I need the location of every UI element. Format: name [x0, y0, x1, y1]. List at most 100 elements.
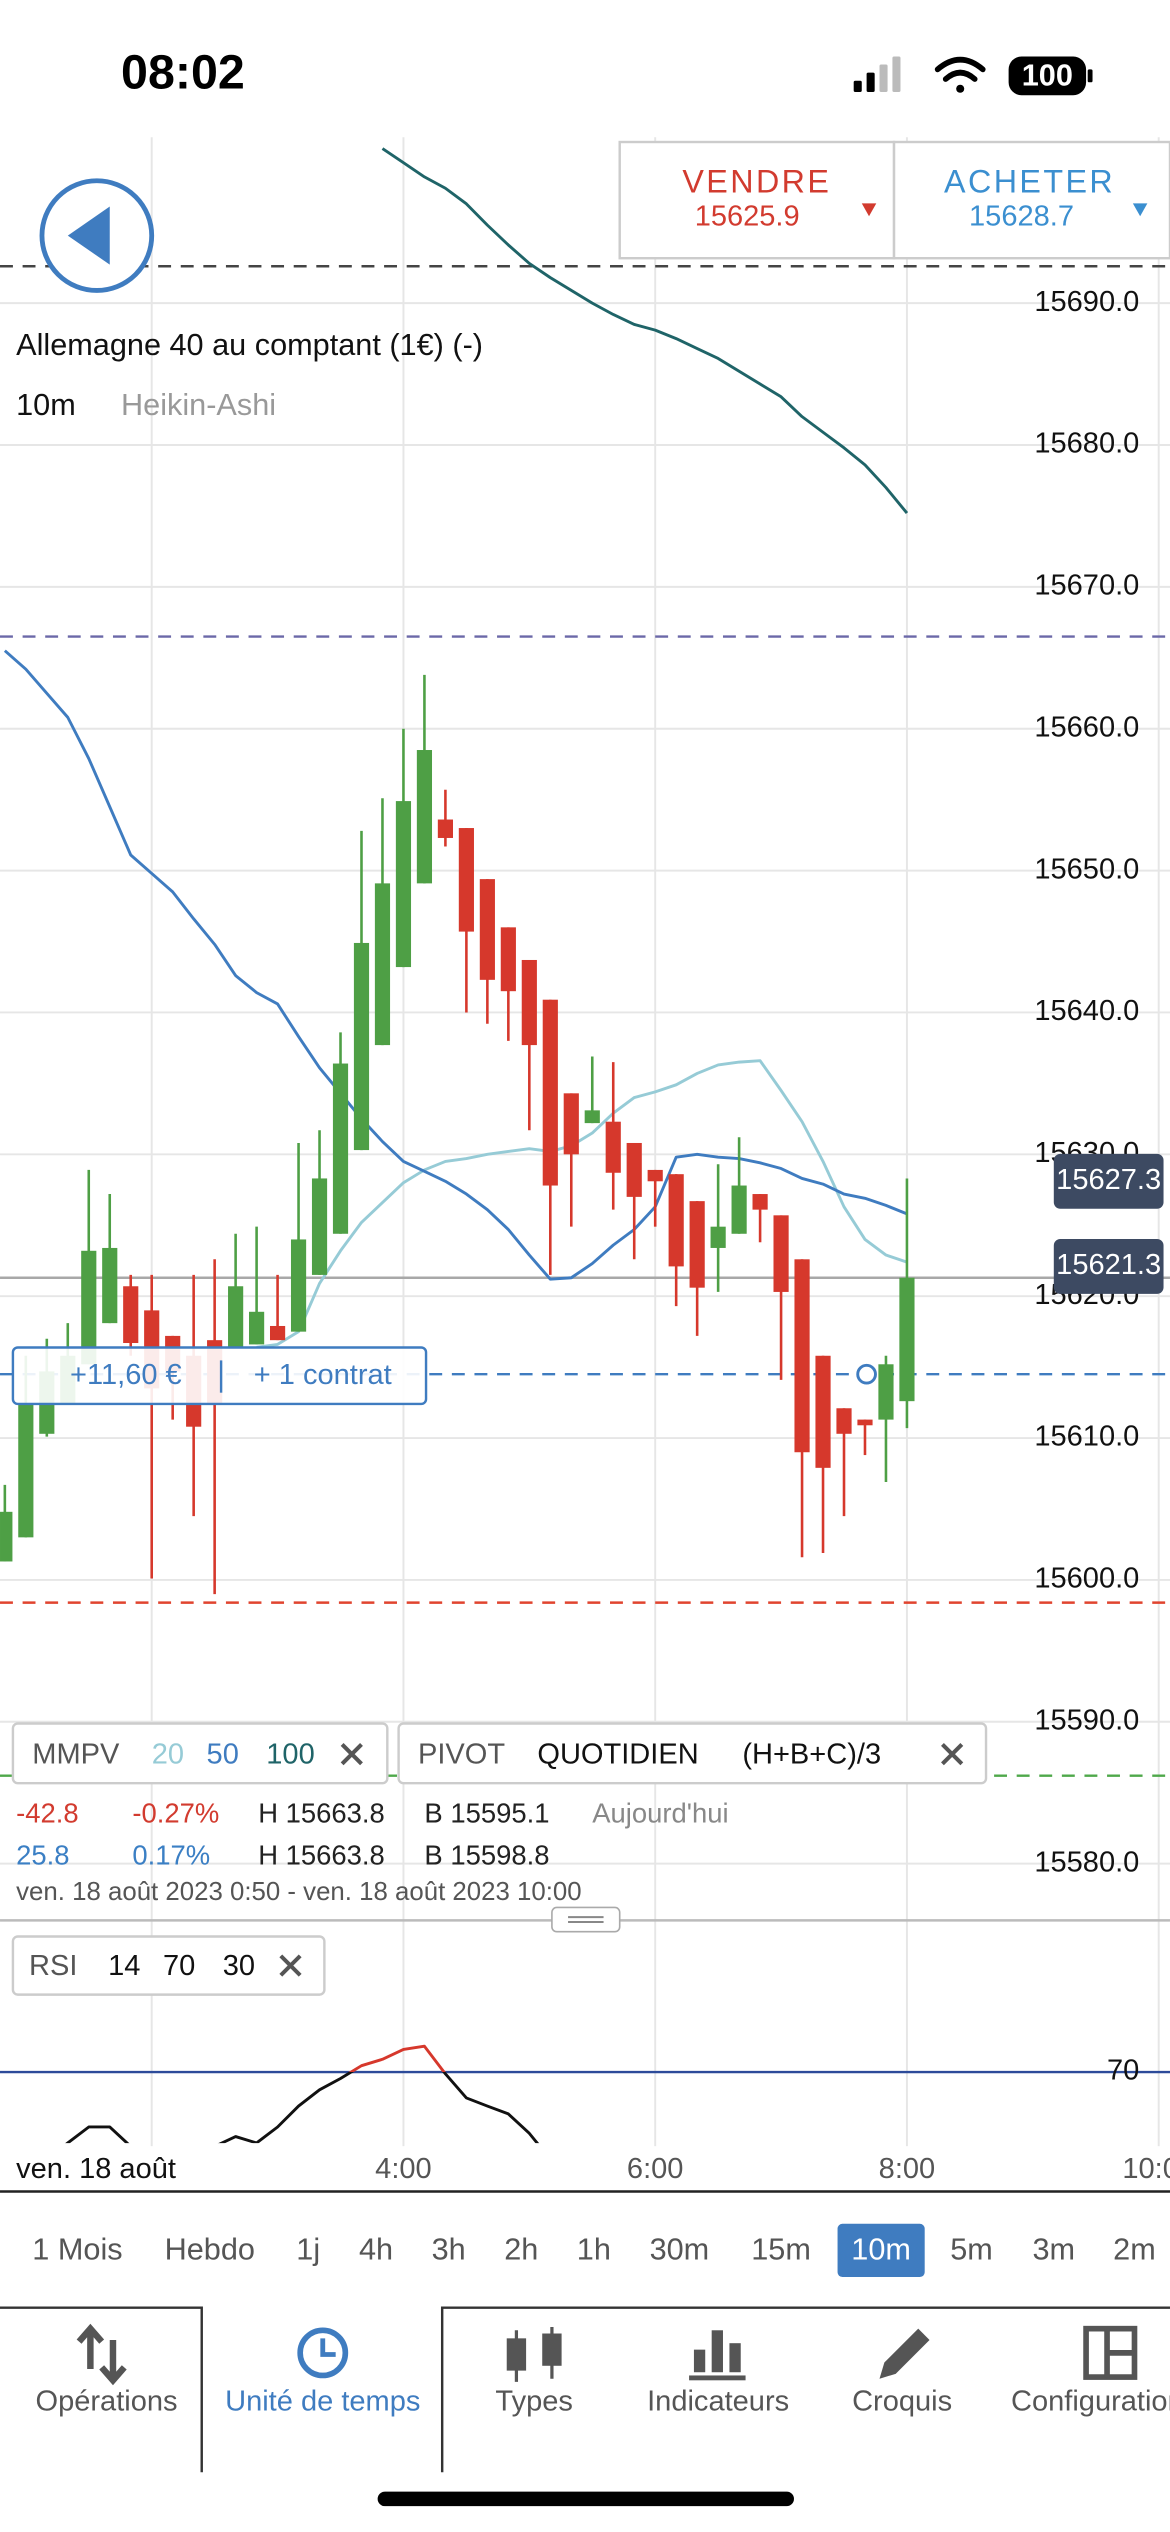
candle-body [500, 927, 516, 992]
low: B 15598.8 [424, 1840, 549, 1871]
rsi-plot [65, 2044, 540, 2144]
clock: 08:02 [121, 46, 245, 100]
timeframe-option[interactable]: 4h [359, 2232, 393, 2266]
timeframe-bar: 1 Mois Hebdo 1j 4h 3h 2h 1h 30m 15m 10m 5m 3m 2m [32, 2223, 1156, 2278]
wifi-icon [934, 56, 986, 93]
ma-period: 100 [266, 1738, 314, 1770]
pivot-period: QUOTIDIEN [537, 1738, 698, 1770]
timeframe-option[interactable]: 3m [1033, 2232, 1076, 2266]
sell-label: VENDRE [682, 164, 831, 200]
ma-legend: 20 50 100 [152, 1738, 315, 1770]
candle-body [668, 1174, 684, 1267]
timeframe-option[interactable]: 10m [851, 2232, 911, 2266]
x-tick-label: 8:00 [879, 2153, 936, 2185]
change: -42.8 [16, 1798, 79, 1829]
y-tick-label: 15640.0 [1034, 995, 1139, 1027]
timeframe-option[interactable]: 3h [432, 2232, 466, 2266]
buy-button[interactable] [892, 140, 1170, 260]
timeframe-option[interactable]: 1h [577, 2232, 611, 2266]
change-pct: 0.17% [132, 1840, 210, 1871]
ma-label: MMPV [32, 1738, 120, 1770]
tab-icons [76, 2323, 1138, 2386]
y-tick-label: 15580.0 [1034, 1846, 1139, 1878]
range: ven. 18 août 2023 0:50 - ven. 18 août 20… [16, 1878, 581, 1906]
price-label-box [1053, 1239, 1164, 1294]
low: B 15595.1 [424, 1798, 549, 1829]
y-tick-label: 15660.0 [1034, 711, 1139, 743]
candle-body [857, 1419, 873, 1426]
main-chart [0, 147, 1170, 1777]
candle-body [374, 883, 391, 1046]
x-tick-label: 6:00 [627, 2153, 684, 2185]
overlay: 15627.3 15621.3 [856, 1153, 1164, 1385]
change: 25.8 [16, 1840, 69, 1871]
interval: 10m [16, 388, 76, 422]
close-icon[interactable] [340, 1743, 363, 1766]
timeframe-option[interactable]: 30m [650, 2232, 710, 2266]
tab-label[interactable]: Types [495, 2386, 572, 2418]
rsi-chart: 70 [0, 2044, 1170, 2144]
y-axis: 15690.0 15680.0 15670.0 15660.0 15650.0 15640… [1034, 286, 1139, 1878]
y-tick-label: 15600.0 [1034, 1563, 1139, 1595]
candle-body [752, 1194, 768, 1210]
rsi-period: 14 [108, 1950, 140, 1982]
candle-body [689, 1201, 705, 1288]
rsi-upper: 70 [163, 1950, 195, 1982]
candle-body [794, 1259, 810, 1453]
battery [1008, 56, 1087, 96]
candle-body [458, 828, 474, 932]
buy-price: 15628.7 [969, 201, 1074, 233]
candle-body [647, 1169, 663, 1182]
timeframe-option[interactable]: 1j [296, 2232, 320, 2266]
instrument-name: Allemagne 40 au comptant (1€) (-) [16, 328, 483, 362]
rsi-legend-box[interactable] [11, 1935, 326, 1996]
buy-arrow [1132, 203, 1148, 217]
candle-body [878, 1364, 894, 1420]
sell-arrow [861, 203, 877, 217]
candle-body [249, 1311, 265, 1345]
tab-label[interactable]: Croquis [852, 2386, 952, 2418]
ma-period: 50 [207, 1738, 239, 1770]
candle-body [353, 942, 370, 1151]
ma-legend-box[interactable] [11, 1722, 389, 1785]
signal-icon [853, 56, 901, 92]
sell-button[interactable] [618, 140, 896, 260]
tab-label[interactable]: Opérations [36, 2386, 178, 2418]
timeframe-option[interactable]: 2h [504, 2232, 538, 2266]
tab-label[interactable]: Configuration [1011, 2386, 1170, 2418]
pivot-label: PIVOT [418, 1738, 505, 1770]
y-tick-label: 15610.0 [1034, 1421, 1139, 1453]
candle-body [605, 1121, 621, 1173]
timeframe-option[interactable]: 1 Mois [32, 2232, 122, 2266]
timeframe-option[interactable]: 2m [1113, 2232, 1156, 2266]
pivot-legend-box[interactable] [397, 1722, 988, 1785]
y-tick-label: 15680.0 [1034, 428, 1139, 460]
candle-body [731, 1185, 747, 1234]
timeframe-option[interactable]: 15m [751, 2232, 811, 2266]
timeframe-option[interactable]: 5m [950, 2232, 993, 2266]
candle-body [228, 1286, 244, 1348]
tab-label[interactable]: Indicateurs [647, 2386, 789, 2418]
home-indicator [377, 2491, 794, 2507]
candle-body [123, 1286, 139, 1344]
candle-body [773, 1215, 789, 1292]
position-box[interactable] [11, 1346, 428, 1406]
ma-period: 20 [152, 1738, 184, 1770]
candle-body [626, 1142, 642, 1197]
pivot-formula: (H+B+C)/3 [742, 1738, 881, 1770]
close-icon[interactable] [941, 1743, 964, 1766]
close-icon[interactable] [279, 1954, 302, 1977]
grid [0, 137, 1170, 2147]
buy-label: ACHETER [944, 164, 1115, 200]
candle-body [836, 1408, 852, 1434]
date-label-bg [0, 2147, 214, 2190]
tab-label[interactable]: Unité de temps [225, 2386, 420, 2418]
chart-style: Heikin-Ashi [121, 388, 276, 422]
resize-handle[interactable] [551, 1906, 621, 1933]
candle-body [18, 1404, 34, 1538]
candle-body [81, 1250, 97, 1365]
timeframe-option[interactable]: Hebdo [165, 2232, 255, 2266]
high: H 15663.8 [258, 1798, 385, 1829]
period: Aujourd'hui [592, 1798, 728, 1829]
